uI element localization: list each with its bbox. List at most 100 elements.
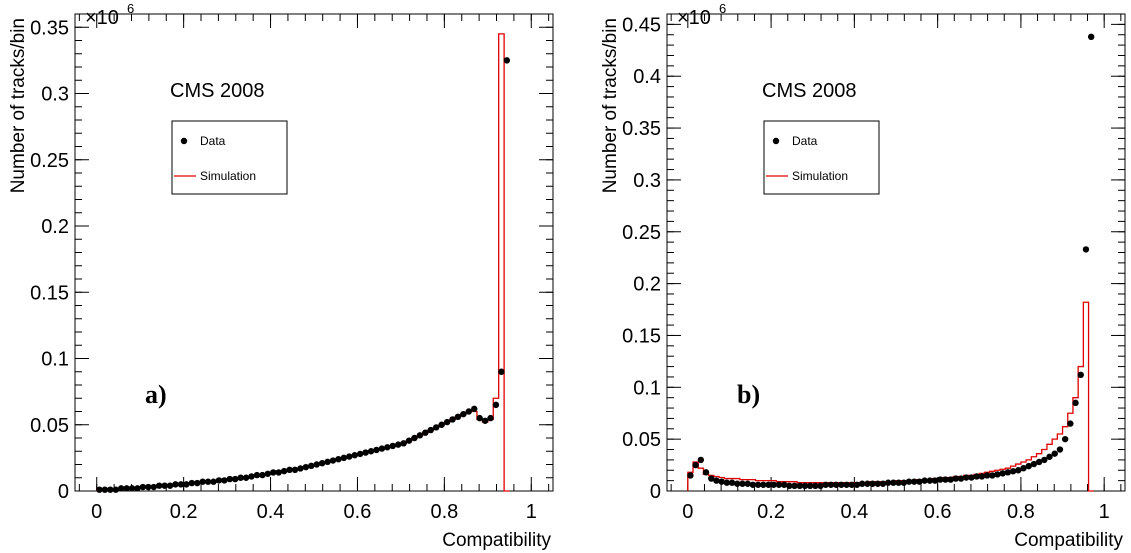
panel-b-data-point — [734, 480, 741, 487]
panel-b-data-point — [1015, 467, 1022, 474]
panel-b-data-point — [796, 482, 803, 490]
panel-b-data-point — [806, 482, 814, 490]
panel-b-panel-label: b) — [737, 380, 760, 409]
panel-b-data-point — [874, 480, 881, 487]
panel-a-data-point — [373, 446, 380, 454]
panel-b-y-tick-label: 0.35 — [622, 118, 661, 140]
panel-b-y-tick-label: 0.2 — [633, 274, 661, 296]
panel-b-data-point — [744, 480, 751, 487]
panel-a-y-exponent-label: ×10 — [85, 7, 119, 29]
panel-b-data-point — [968, 474, 975, 481]
panel-b-data-point — [858, 480, 866, 487]
panel-b-legend-simulation-label: Simulation — [792, 169, 848, 183]
panel-b-y-axis-title: Number of tracks/bin — [600, 18, 621, 193]
panel-b-data-point — [791, 482, 798, 490]
panel-b-data-point — [973, 473, 980, 480]
panel-a-data-point — [226, 475, 234, 483]
panel-b-data-point — [1087, 33, 1095, 41]
panel-b-group: 0 0.2 0.4 0.6 0.8 1 0 0.05 0.1 0.15 0.2 0.25 0.3 0.35… — [600, 1, 1126, 551]
panel-b-x-tick-label: 0.2 — [757, 501, 785, 523]
panel-b-x-tick-label: 1 — [1099, 501, 1110, 523]
panel-b-legend-data-marker — [772, 137, 780, 145]
panel-a-data-point — [237, 474, 244, 481]
panel-a-data-point — [112, 486, 119, 493]
panel-a-data-point — [155, 482, 163, 489]
panel-b-y-tick-label: 0.15 — [622, 325, 661, 347]
panel-b-data-point — [879, 480, 887, 487]
panel-b-data-point — [817, 482, 824, 490]
panel-b-data-point — [884, 479, 892, 486]
panel-b-legend-data-label: Data — [792, 134, 818, 148]
panel-b-data-point — [692, 461, 699, 469]
panel-a-data-point — [280, 467, 288, 475]
panel-b-data-point — [697, 456, 705, 464]
panel-a-data-point — [443, 418, 451, 426]
panel-b-data-point — [1067, 420, 1074, 427]
panel-a-data-point — [346, 453, 353, 460]
panel-b-data-point — [832, 481, 840, 488]
panel-a-data-point — [340, 454, 348, 462]
panel-b-data-point — [786, 482, 793, 490]
panel-b-data-point — [905, 478, 913, 485]
panel-a-data-point — [150, 483, 157, 491]
panel-a-data-point — [259, 471, 266, 479]
panel-b-data-point — [963, 474, 970, 481]
panel-a-data-point — [302, 463, 310, 471]
panel-b-data-point — [983, 472, 991, 479]
panel-a-data-point — [378, 445, 386, 452]
panel-b-y-tick-label: 0.1 — [633, 377, 661, 399]
panel-a-x-tick-label: 0 — [91, 501, 102, 523]
panel-b-data-point — [760, 481, 767, 488]
panel-b-data-point — [1004, 469, 1012, 476]
panel-b-data-point — [843, 481, 850, 488]
panel-a-legend-box — [171, 120, 288, 195]
panel-a-group: 0 0.2 0.4 0.6 0.8 1 0 0.05 0.1 0.15 0.2 0.25 0.3 0.35… — [8, 1, 554, 551]
panel-a-y-tick-label: 0.05 — [30, 415, 69, 437]
panel-a-data-point — [351, 452, 358, 459]
panel-a-data-point — [204, 478, 212, 485]
panel-a-data-point — [183, 481, 190, 488]
panel-b-data-point — [1046, 453, 1053, 460]
panel-a-x-tick-label: 0.4 — [257, 501, 285, 523]
panel-a-data-point — [177, 481, 185, 488]
panel-b-x-tick-label: 0.8 — [1007, 501, 1035, 523]
panel-a-data-point — [503, 57, 511, 64]
panel-b-data-point — [1061, 435, 1069, 443]
panel-b-data-point — [900, 479, 908, 486]
panel-a-data-point — [427, 426, 434, 434]
panel-a-data-point — [492, 401, 500, 409]
panel-a-legend-data-label: Data — [200, 134, 226, 148]
panel-b-data-point — [869, 480, 876, 487]
panel-b-data-point — [838, 481, 845, 488]
panel-b-data-point — [708, 475, 715, 482]
panel-a-data-point — [242, 474, 250, 481]
panel-a-data-point — [313, 461, 320, 468]
panel-b-data-point — [702, 469, 710, 476]
panel-b-data-point — [1025, 462, 1032, 470]
panel-a-data-point — [471, 405, 478, 413]
panel-a-data-point — [498, 368, 505, 375]
panel-a-data-point — [362, 449, 369, 456]
panel-b-y-tick-label: 0.4 — [633, 66, 661, 88]
panel-a-x-tick-label: 0.6 — [344, 501, 372, 523]
panel-a-data-point — [400, 440, 407, 447]
panel-b-data-point — [931, 477, 939, 484]
panel-b-data-point — [822, 481, 829, 488]
panel-b-x-tick-label: 0 — [682, 501, 693, 523]
panel-a-x-tick-label: 1 — [526, 501, 537, 523]
panel-a-data-point — [438, 421, 445, 428]
panel-a-legend-data-marker — [180, 137, 188, 145]
panel-a-data-point — [460, 410, 467, 418]
panel-b-data-point — [765, 481, 772, 488]
panel-b-y-tick-label: 0.25 — [622, 222, 661, 244]
panel-b-data-point — [780, 481, 788, 488]
panel-a-y-tick-label: 0.2 — [41, 216, 69, 238]
panel-b-data-point — [942, 476, 949, 483]
panel-b-data-point — [687, 472, 694, 479]
panel-b-data-point — [1077, 371, 1084, 379]
panel-a-data-point — [318, 459, 326, 467]
panel-b-x-axis-title: Compatibility — [1014, 530, 1123, 551]
panel-a-cms-label: CMS 2008 — [170, 80, 265, 102]
panel-a-data-point — [101, 486, 109, 493]
